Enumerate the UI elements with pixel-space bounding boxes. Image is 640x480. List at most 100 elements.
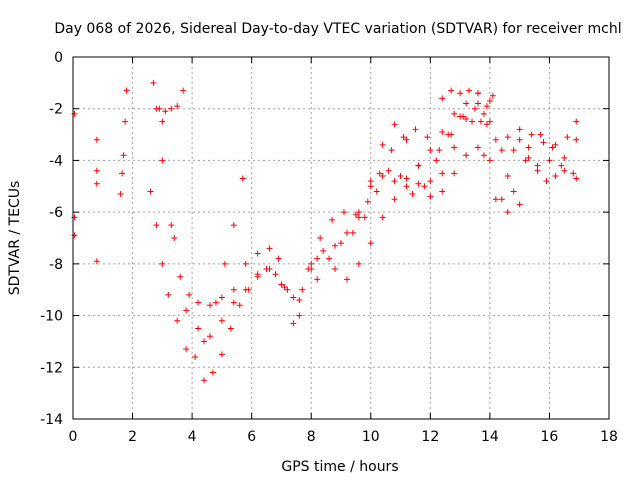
series-s11	[314, 113, 499, 283]
data-point	[573, 136, 580, 143]
data-point	[272, 271, 279, 278]
data-point	[218, 317, 225, 324]
data-point	[403, 183, 410, 190]
data-point	[120, 152, 127, 159]
x-tick-label: 6	[247, 429, 256, 445]
x-tick-label: 2	[128, 429, 137, 445]
series-s1	[71, 110, 78, 239]
data-point	[427, 147, 434, 154]
data-point	[445, 131, 452, 138]
data-point	[483, 103, 490, 110]
data-point	[278, 281, 285, 288]
data-point	[174, 317, 181, 324]
data-point	[558, 162, 565, 169]
data-point	[192, 353, 199, 360]
data-point	[421, 183, 428, 190]
data-point	[391, 121, 398, 128]
data-point	[466, 87, 473, 94]
series-s9	[296, 90, 481, 304]
data-point	[552, 172, 559, 179]
axis-ticks	[72, 56, 610, 420]
data-point	[122, 118, 129, 125]
series-s2	[93, 136, 100, 265]
data-point	[355, 214, 362, 221]
data-point	[439, 170, 446, 177]
data-point	[349, 229, 356, 236]
x-tick-label: 0	[69, 429, 78, 445]
data-point	[174, 103, 181, 110]
data-point	[543, 178, 550, 185]
y-tick-label: -6	[49, 205, 63, 221]
data-point	[448, 87, 455, 94]
x-tick-label: 18	[600, 429, 618, 445]
data-point	[516, 136, 523, 143]
data-point	[489, 92, 496, 99]
data-point	[564, 134, 571, 141]
data-point	[338, 240, 344, 247]
data-point	[480, 152, 487, 159]
data-point	[552, 141, 559, 148]
data-point	[451, 144, 458, 151]
data-point	[388, 147, 395, 154]
data-point	[305, 266, 312, 273]
data-point	[427, 193, 434, 200]
data-point	[206, 302, 213, 309]
series-s5	[147, 175, 246, 360]
data-point	[195, 325, 202, 332]
data-point	[525, 154, 532, 161]
data-point	[391, 196, 398, 203]
data-point	[227, 325, 234, 332]
data-point	[236, 302, 243, 309]
data-point	[549, 144, 556, 151]
data-point	[436, 147, 443, 154]
data-point	[546, 157, 553, 164]
data-point	[385, 167, 392, 174]
data-point	[477, 118, 484, 125]
data-point	[522, 157, 529, 164]
data-point	[439, 188, 446, 195]
series-s10	[305, 105, 490, 273]
data-point	[290, 320, 297, 327]
series-s20	[504, 172, 523, 208]
data-point	[570, 170, 577, 177]
y-tick-label: -12	[40, 360, 63, 376]
data-point	[474, 90, 481, 97]
data-point	[150, 79, 157, 86]
data-point	[168, 222, 175, 229]
data-point	[343, 276, 350, 283]
data-point	[439, 95, 446, 102]
data-point	[397, 172, 404, 179]
data-point	[343, 229, 350, 236]
data-point	[469, 118, 476, 125]
data-point	[93, 258, 100, 265]
series-s7	[159, 118, 285, 340]
series-s8	[201, 255, 321, 384]
data-point	[573, 118, 580, 125]
series-s19	[525, 131, 580, 182]
series-s17	[498, 147, 577, 177]
data-point	[218, 351, 225, 358]
y-tick-label: -8	[49, 257, 63, 273]
x-tick-label: 12	[421, 429, 439, 445]
data-point	[424, 134, 431, 141]
plot-frame	[72, 56, 610, 420]
data-point	[415, 180, 422, 187]
data-point	[329, 216, 336, 223]
data-point	[355, 260, 362, 267]
data-point	[186, 291, 193, 298]
data-point	[498, 147, 505, 154]
y-tick-label: -2	[49, 102, 63, 118]
data-point	[340, 209, 347, 216]
data-point	[239, 175, 246, 182]
series-s13	[355, 100, 493, 221]
data-point	[314, 276, 321, 283]
data-point	[412, 126, 419, 133]
data-point	[361, 214, 368, 221]
data-point	[147, 188, 154, 195]
data-point	[472, 105, 478, 112]
chart-title: Day 068 of 2026, Sidereal Day-to-day VTE…	[54, 21, 621, 37]
grid	[73, 57, 609, 419]
data-point	[117, 191, 124, 198]
data-point	[525, 144, 532, 151]
data-point	[296, 312, 303, 319]
